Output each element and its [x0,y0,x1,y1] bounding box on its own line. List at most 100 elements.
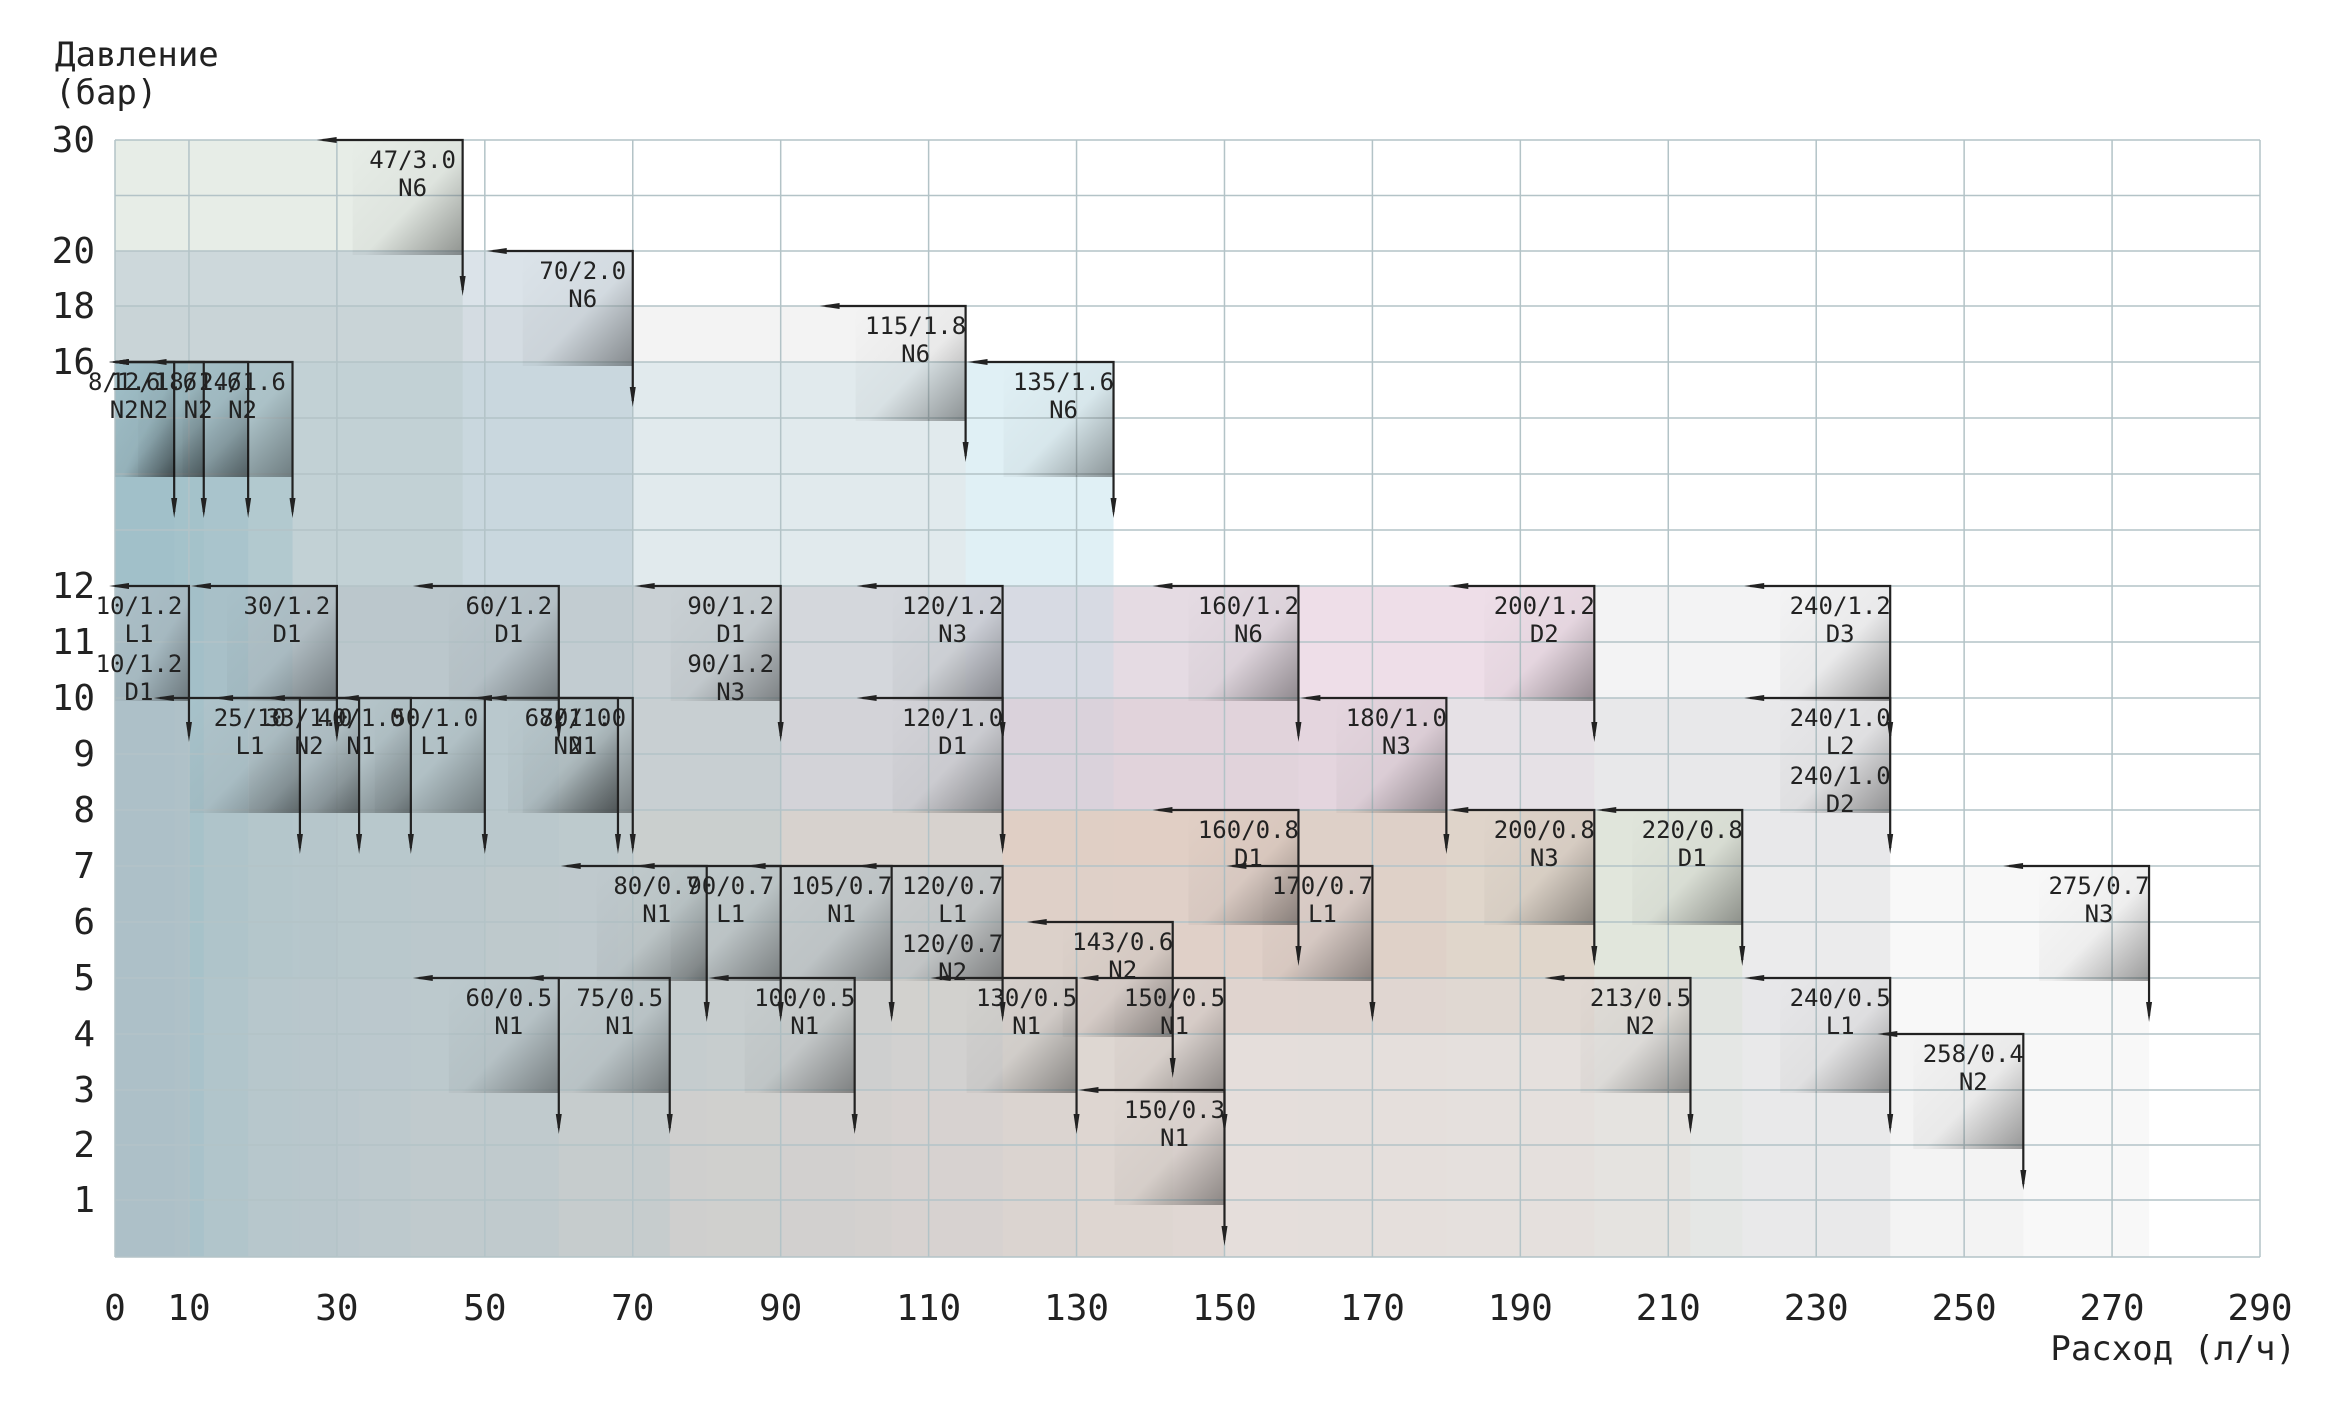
model-code: 70/2.0 [539,257,626,285]
corner-shade [1114,978,1225,1093]
corner-shade [522,251,633,366]
marker-line [1306,696,1448,848]
marker-tip-left [560,863,581,869]
model-code: 10/1.2 [96,650,183,678]
model-marker: 120/0.7N2 [902,930,1003,986]
marker-tip-left [1744,695,1765,701]
corner-shade [892,698,1003,813]
marker-line [825,304,967,456]
model-marker: 90/0.7L1 [634,863,784,1022]
model-code: 47/3.0 [369,146,456,174]
marker-tip-left [1078,1087,1099,1093]
model-code: 170/0.7 [1272,872,1373,900]
x-tick-label: 230 [1784,1288,1849,1329]
model-type: N1 [642,900,671,928]
model-marker: 240/0.5L1 [1744,975,1894,1134]
model-type: N3 [1382,732,1411,760]
model-code: 75/0.5 [576,984,663,1012]
marker-tip-left [190,583,211,589]
x-tick-label: 30 [315,1288,358,1329]
corner-shade [2039,866,2150,981]
model-code: 150/0.5 [1124,984,1225,1012]
marker-tip-left [1026,919,1047,925]
model-code: 115/1.8 [865,312,966,340]
marker-tip-left [1226,863,1247,869]
marker-line [477,696,620,848]
marker-tip-left [146,359,167,365]
model-code: 240/1.2 [1790,592,1891,620]
model-marker: 10/1.2L1 [96,583,192,742]
marker-tip-left [1744,975,1765,981]
x-tick-label: 270 [2080,1288,2145,1329]
x-tick-label: 250 [1932,1288,1997,1329]
model-code: 240/1.0 [1790,704,1891,732]
corner-shade [226,586,337,701]
marker-tip-bottom [962,442,969,462]
y-tick-label: 7 [73,846,95,887]
model-marker: 213/0.5N2 [1544,975,1694,1134]
marker-line [936,976,1078,1128]
model-marker: 115/1.8N6 [819,303,969,462]
x-axis-title: Расход (л/ч) [2050,1329,2296,1369]
marker-tip-left [471,695,492,701]
model-type: L1 [125,620,154,648]
model-code: 240/0.5 [1790,984,1891,1012]
corner-shade [855,306,966,421]
corner-shade [507,698,618,813]
model-type: L2 [1826,732,1855,760]
corner-shade [670,866,781,981]
model-type: N1 [1160,1124,1189,1152]
marker-tip-bottom [200,498,207,518]
model-code: 120/0.7 [902,930,1003,958]
corner-shade [781,866,892,981]
model-type: D2 [1530,620,1559,648]
model-code: 160/1.2 [1198,592,1299,620]
marker-tip-bottom [1073,1114,1080,1134]
marker-line [1084,1088,1226,1240]
marker-tip-left [486,248,507,254]
model-marker: 258/0.4N2 [1877,1031,2027,1190]
model-marker: 150/0.5N1 [1078,975,1228,1134]
marker-tip-left [930,975,951,981]
model-type: D2 [1826,790,1855,818]
marker-line [418,584,560,736]
model-code: 240/1.0 [1790,762,1891,790]
model-type: N1 [1160,1012,1189,1040]
y-tick-label: 10 [52,678,95,719]
marker-tip-bottom [459,276,466,296]
model-markers: 47/3.0N670/2.0N6115/1.8N6135/1.6N68/1.6N… [88,137,2153,1246]
model-type: D1 [125,678,154,706]
marker-line [1158,584,1300,736]
marker-tip-bottom [1591,722,1598,742]
model-marker: 60/0.5N1 [412,975,562,1134]
marker-tip-bottom [851,1114,858,1134]
marker-tip-bottom [289,498,296,518]
marker-tip-left [1596,807,1617,813]
model-type: N2 [554,732,583,760]
marker-line [1750,584,1892,736]
marker-tip-bottom [407,834,414,854]
model-marker: 220/0.8D1 [1596,807,1746,966]
marker-line [322,138,464,290]
model-code: 24/1.6 [199,368,286,396]
marker-tip-left [316,137,337,143]
marker-tip-bottom [1687,1114,1694,1134]
model-type: D1 [1234,844,1263,872]
model-type: N1 [1012,1012,1041,1040]
model-marker: 10/1.2D1 [96,650,183,706]
marker-tip-bottom [1591,946,1598,966]
marker-line [196,584,338,736]
model-code: 90/1.2 [687,592,774,620]
y-tick-label: 9 [73,734,95,775]
marker-tip-bottom [245,498,252,518]
model-marker: 90/1.2N3 [687,650,774,706]
marker-line [1454,584,1596,736]
model-code: 90/1.2 [687,650,774,678]
marker-line [862,864,1004,1016]
model-type: D1 [1678,844,1707,872]
marker-tip-left [1448,807,1469,813]
corner-shade [559,978,670,1093]
model-type: N6 [1234,620,1263,648]
marker-tip-bottom [1110,498,1117,518]
marker-line [1883,1032,2025,1184]
